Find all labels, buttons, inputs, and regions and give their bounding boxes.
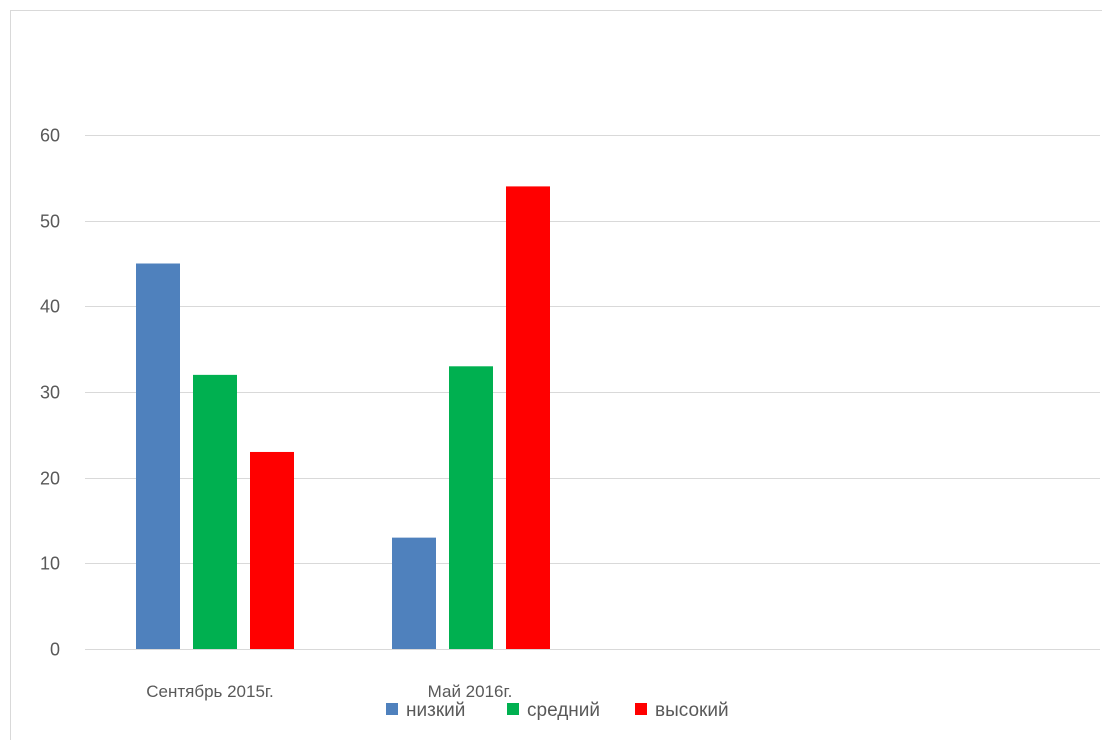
legend-label: высокий: [655, 700, 729, 721]
bars: [136, 186, 550, 649]
legend-label: низкий: [406, 700, 465, 721]
legend-swatch-средний: [507, 703, 519, 715]
x-tick-label: Сентябрь 2015г.: [146, 682, 274, 701]
legend-swatch-высокий: [635, 703, 647, 715]
y-tick-label: 20: [40, 469, 60, 489]
y-tick-label: 10: [40, 554, 60, 574]
y-axis-ticks: 0 10 20 30 40 50 60: [40, 126, 60, 660]
bar-средний-0: [193, 375, 237, 649]
y-tick-label: 40: [40, 297, 60, 317]
bar-низкий-1: [392, 538, 436, 649]
legend-label: средний: [527, 700, 600, 721]
x-axis-ticks: Сентябрь 2015г. Май 2016г.: [146, 682, 512, 701]
y-tick-label: 60: [40, 126, 60, 146]
legend: низкий средний высокий: [386, 700, 729, 721]
y-tick-label: 0: [50, 640, 60, 660]
bar-высокий-1: [506, 186, 550, 649]
y-tick-label: 50: [40, 212, 60, 232]
legend-swatch-низкий: [386, 703, 398, 715]
y-tick-label: 30: [40, 383, 60, 403]
bar-низкий-0: [136, 264, 180, 650]
x-tick-label: Май 2016г.: [428, 682, 513, 701]
bar-высокий-0: [250, 452, 294, 649]
gridlines: [85, 136, 1100, 650]
bar-средний-1: [449, 366, 493, 649]
